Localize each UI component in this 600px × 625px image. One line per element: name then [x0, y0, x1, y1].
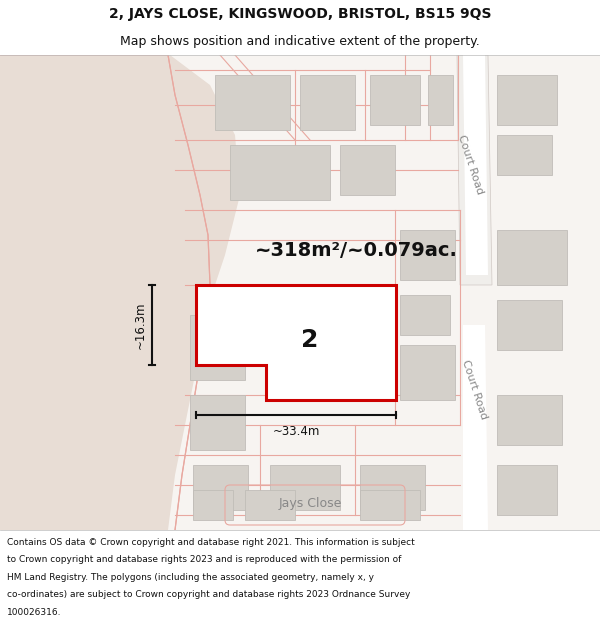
Bar [428, 75, 453, 125]
Bar [400, 345, 455, 400]
Bar [190, 395, 245, 450]
Polygon shape [463, 55, 488, 275]
Text: co-ordinates) are subject to Crown copyright and database rights 2023 Ordnance S: co-ordinates) are subject to Crown copyr… [7, 591, 410, 599]
Text: 2: 2 [301, 328, 319, 352]
Bar [360, 465, 425, 510]
Bar [497, 75, 557, 125]
Bar [497, 300, 562, 350]
Text: to Crown copyright and database rights 2023 and is reproduced with the permissio: to Crown copyright and database rights 2… [7, 555, 401, 564]
Text: Contains OS data © Crown copyright and database right 2021. This information is : Contains OS data © Crown copyright and d… [7, 538, 415, 547]
Bar [360, 490, 420, 520]
Bar [230, 145, 330, 200]
Bar [190, 315, 245, 380]
Text: ~16.3m: ~16.3m [133, 301, 146, 349]
Bar [370, 75, 420, 125]
Bar [497, 395, 562, 445]
Bar [400, 295, 450, 335]
Bar [497, 135, 552, 175]
Bar [193, 490, 233, 520]
Bar [193, 465, 248, 510]
Polygon shape [463, 325, 488, 530]
Text: Court Road: Court Road [460, 359, 488, 421]
Bar [300, 75, 355, 130]
Text: Court Road: Court Road [455, 134, 484, 196]
Text: Map shows position and indicative extent of the property.: Map shows position and indicative extent… [120, 35, 480, 48]
Polygon shape [196, 285, 396, 400]
Bar [215, 75, 290, 130]
Bar [497, 465, 557, 515]
Text: Jays Close: Jays Close [278, 496, 341, 509]
Text: HM Land Registry. The polygons (including the associated geometry, namely x, y: HM Land Registry. The polygons (includin… [7, 572, 374, 582]
Text: 100026316.: 100026316. [7, 608, 62, 617]
Polygon shape [457, 55, 492, 285]
Bar [400, 230, 455, 280]
Text: 2, JAYS CLOSE, KINGSWOOD, BRISTOL, BS15 9QS: 2, JAYS CLOSE, KINGSWOOD, BRISTOL, BS15 … [109, 7, 491, 21]
Bar [270, 465, 340, 510]
Bar [497, 230, 567, 285]
Bar [245, 490, 295, 520]
Polygon shape [0, 55, 240, 530]
Bar [340, 145, 395, 195]
Text: ~33.4m: ~33.4m [272, 425, 320, 438]
Text: ~318m²/~0.079ac.: ~318m²/~0.079ac. [255, 241, 458, 259]
